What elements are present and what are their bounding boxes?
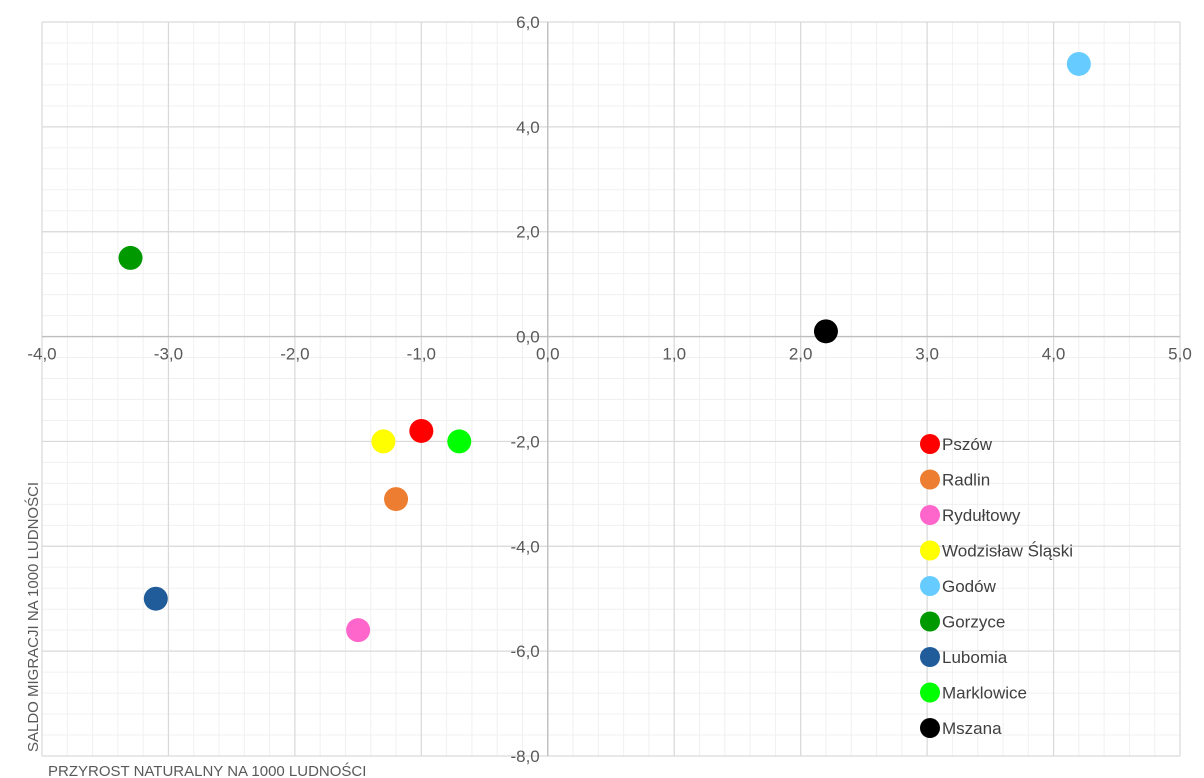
legend-marker [920,718,940,738]
y-tick-label: 4,0 [516,118,540,137]
data-point [118,245,143,270]
x-tick-label: 0,0 [536,345,560,364]
legend-marker [920,576,940,596]
y-axis-title: SALDO MIGRACJI NA 1000 LUDNOŚCI [24,482,42,752]
y-tick-label: 0,0 [516,328,540,347]
data-point [384,487,409,512]
y-tick-label: -2,0 [510,432,539,451]
legend-marker [920,469,940,490]
legend-marker [920,505,940,525]
legend-marker [920,611,940,632]
legend-label: Mszana [942,719,1002,738]
data-point [447,429,472,454]
legend-marker [920,682,940,703]
legend-label: Marklowice [942,684,1027,703]
legend-label: Godów [942,577,997,596]
legend-marker [920,540,940,561]
y-tick-label: 6,0 [516,13,540,32]
x-tick-labels: -4,0 -3,0 -2,0 -1,0 0,0 1,0 2,0 3,0 4,0 5,0 [27,345,1191,364]
legend: Pszów Radlin Rydułtowy Wodzisław Śląski Godó… [920,434,1073,738]
x-tick-label: -4,0 [27,345,56,364]
x-tick-label: 4,0 [1042,345,1066,364]
legend-marker [920,434,940,454]
x-tick-label: 3,0 [915,345,939,364]
x-tick-label: 1,0 [662,345,686,364]
data-point [1066,51,1091,76]
legend-label: Wodzisław Śląski [942,542,1073,561]
legend-label: Gorzyce [942,613,1005,632]
data-point [346,618,371,643]
y-tick-label: 2,0 [516,223,540,242]
x-tick-label: -3,0 [154,345,183,364]
legend-marker [920,647,940,667]
legend-label: Radlin [942,471,990,490]
y-tick-label: -6,0 [510,642,539,661]
data-point [409,418,434,443]
x-axis-title: PRZYROST NATURALNY NA 1000 LUDNOŚCI [48,762,366,778]
y-tick-label: -8,0 [510,747,539,766]
x-tick-label: -1,0 [407,345,436,364]
minor-gridlines [41,21,1181,757]
x-tick-label: 5,0 [1168,345,1192,364]
data-point [813,319,838,344]
legend-label: Rydułtowy [942,506,1021,525]
x-tick-label: -2,0 [280,345,309,364]
major-gridlines [41,21,1181,757]
data-point [371,429,396,454]
axes [42,22,1180,756]
data-points [118,51,1091,643]
y-tick-label: -4,0 [510,537,539,556]
y-tick-labels: 6,0 4,0 2,0 0,0 -2,0 -4,0 -6,0 -8,0 [510,13,539,766]
legend-label: Lubomia [942,648,1008,667]
x-tick-label: 2,0 [789,345,813,364]
legend-label: Pszów [942,435,993,454]
data-point [143,586,168,611]
